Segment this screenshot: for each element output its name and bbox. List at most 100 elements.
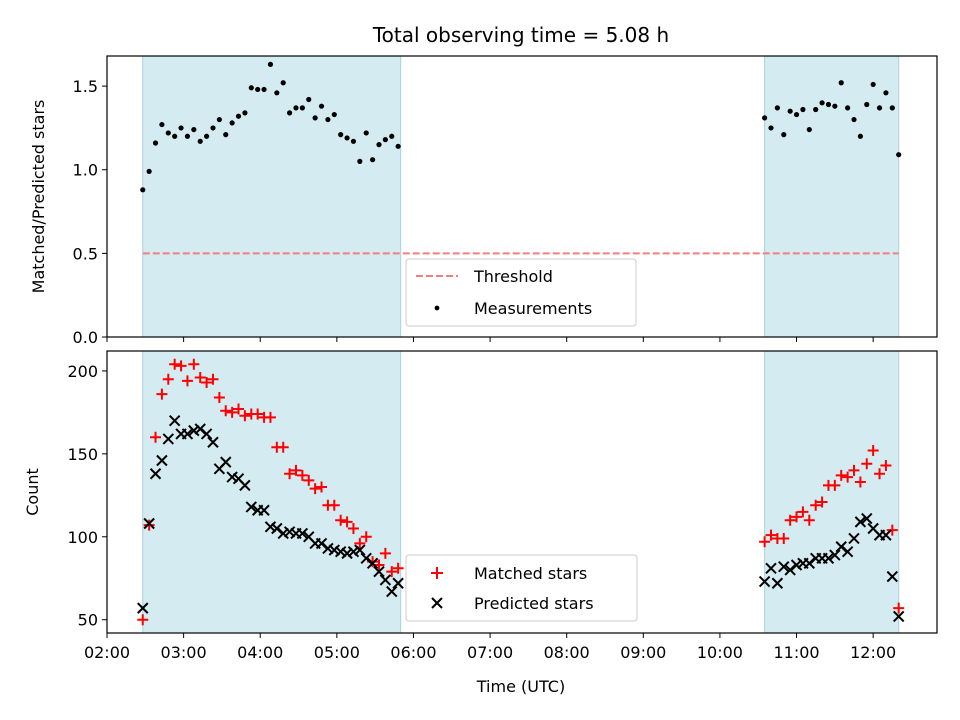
x-tick-label: 05:00 bbox=[314, 643, 360, 662]
measurement-point bbox=[331, 111, 337, 118]
matched-stars-point bbox=[316, 481, 328, 493]
legend-matched-label: Matched stars bbox=[474, 564, 587, 583]
legend-measurements-swatch bbox=[434, 305, 440, 311]
measurement-point bbox=[870, 81, 876, 88]
observing-window-2 bbox=[764, 350, 900, 634]
predicted-stars-point bbox=[162, 433, 174, 445]
measurement-point bbox=[178, 125, 184, 131]
measurement-point bbox=[344, 135, 350, 141]
matched-stars-point bbox=[341, 516, 353, 528]
matched-stars-point bbox=[296, 469, 308, 481]
predicted-stars-point bbox=[886, 570, 899, 583]
measurement-point bbox=[864, 101, 870, 108]
y-axis-label-top: Matched/Predicted stars bbox=[29, 100, 48, 294]
matched-stars-point bbox=[784, 514, 796, 526]
x-tick-label: 08:00 bbox=[544, 643, 590, 662]
y-axis-label-bottom: Count bbox=[23, 468, 42, 516]
measurement-point bbox=[800, 106, 806, 113]
predicted-stars-point bbox=[258, 504, 270, 516]
matched-stars-point bbox=[810, 499, 822, 511]
predicted-stars-point bbox=[239, 479, 251, 492]
predicted-stars-point bbox=[392, 577, 404, 589]
measurement-point bbox=[781, 132, 787, 138]
x-tick-label: 12:00 bbox=[850, 643, 896, 662]
matched-stars-point bbox=[803, 514, 815, 526]
measurement-point bbox=[389, 133, 395, 139]
y-tick-label: 0.0 bbox=[73, 328, 98, 347]
matched-stars-point bbox=[169, 358, 181, 370]
measurement-point bbox=[318, 103, 325, 109]
matched-stars-point bbox=[175, 360, 187, 372]
predicted-stars-point bbox=[366, 557, 379, 570]
measurement-point bbox=[165, 130, 171, 136]
measurement-point bbox=[806, 126, 812, 133]
measurement-point bbox=[838, 80, 844, 86]
observing-window-1 bbox=[142, 55, 402, 338]
measurement-point bbox=[184, 133, 191, 139]
matched-stars-point bbox=[143, 519, 155, 531]
matched-stars-point bbox=[867, 445, 879, 457]
matched-stars-point bbox=[220, 405, 232, 417]
matched-stars-point bbox=[893, 602, 905, 614]
measurement-point bbox=[357, 158, 363, 164]
measurement-point bbox=[350, 138, 357, 144]
measurement-point bbox=[146, 168, 152, 175]
measurement-point bbox=[229, 120, 235, 126]
x-tick-label: 11:00 bbox=[773, 643, 819, 662]
measurement-point bbox=[363, 130, 369, 136]
measurement-point bbox=[197, 138, 203, 144]
measurement-point bbox=[235, 113, 242, 119]
y-tick-label: 200 bbox=[67, 362, 98, 381]
legend-box-top bbox=[405, 258, 637, 327]
matched-stars-point bbox=[213, 391, 225, 403]
matched-stars-point bbox=[309, 483, 321, 495]
panel-counts: 02:00 03:00 04:00 05:00 06:00 07:00 08:00 09:00… bbox=[23, 350, 938, 696]
predicted-stars-point bbox=[829, 549, 841, 561]
measurement-point bbox=[896, 152, 902, 158]
legend-predicted-swatch bbox=[431, 597, 443, 609]
measurement-point bbox=[223, 132, 229, 138]
legend-predicted-label: Predicted stars bbox=[474, 594, 594, 613]
matched-stars-point bbox=[284, 468, 296, 480]
predicted-stars-point bbox=[854, 516, 867, 528]
measurement-point bbox=[876, 105, 883, 111]
matched-stars-point bbox=[379, 547, 391, 559]
measurement-point bbox=[857, 133, 863, 139]
measurement-point bbox=[191, 126, 197, 133]
legend-box-bottom bbox=[405, 554, 638, 622]
matched-stars-point bbox=[765, 529, 777, 541]
measurement-point bbox=[172, 133, 178, 139]
matched-stars-point bbox=[156, 388, 168, 400]
matched-stars-point bbox=[303, 474, 315, 486]
measurement-point bbox=[204, 133, 210, 139]
measurement-point bbox=[889, 105, 895, 111]
chart-title: Total observing time = 5.08 h bbox=[372, 23, 669, 47]
y-axis-ticks-bottom: 50 100 150 200 bbox=[67, 362, 107, 630]
matched-stars-point bbox=[778, 532, 790, 544]
predicted-stars-point bbox=[771, 577, 784, 589]
matched-stars-point bbox=[252, 408, 264, 420]
matched-stars-point bbox=[880, 459, 892, 471]
matched-stars-point bbox=[194, 372, 206, 384]
x-tick-label: 07:00 bbox=[467, 643, 513, 662]
axes-frame-bottom bbox=[106, 350, 938, 634]
y-tick-label: 100 bbox=[67, 528, 98, 547]
predicted-stars-point bbox=[200, 428, 213, 440]
measurement-point bbox=[325, 116, 331, 123]
measurement-point bbox=[768, 125, 774, 131]
measurement-point bbox=[274, 90, 280, 96]
measurement-point bbox=[774, 105, 780, 111]
matched-stars-point bbox=[137, 614, 149, 626]
legend-bottom: Matched stars Predicted stars bbox=[405, 554, 638, 622]
measurement-point bbox=[280, 80, 286, 86]
measurement-point bbox=[832, 103, 838, 109]
measurement-point bbox=[248, 85, 254, 91]
matched-stars-point bbox=[162, 373, 174, 385]
y-tick-label: 0.5 bbox=[73, 244, 98, 263]
axes-frame-top bbox=[106, 55, 938, 338]
matched-stars-point bbox=[797, 506, 809, 518]
measurement-point bbox=[793, 111, 800, 118]
predicted-stars-point bbox=[765, 562, 777, 575]
measurement-point bbox=[267, 61, 274, 67]
predicted-stars-point bbox=[373, 565, 385, 578]
